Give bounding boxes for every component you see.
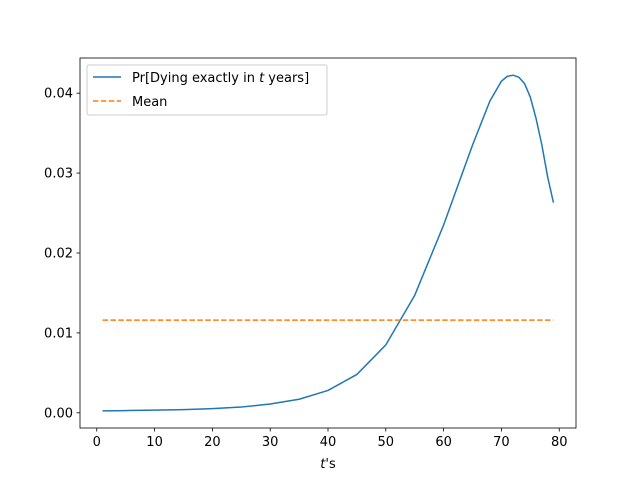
x-axis-label: t's — [320, 457, 336, 472]
y-axis: 0.00 0.01 0.02 0.03 0.04 — [44, 87, 80, 421]
legend-label-mean: Mean — [132, 95, 167, 110]
x-axis-label-suffix: 's — [325, 457, 336, 472]
x-tick-label: 50 — [378, 435, 395, 450]
x-tick-label: 40 — [320, 435, 337, 450]
legend: Pr[Dying exactly in t years] Mean — [86, 64, 328, 116]
y-tick-label: 0.01 — [44, 326, 73, 341]
x-axis: 0 10 20 30 40 50 60 70 80 — [93, 428, 568, 450]
x-tick-label: 10 — [146, 435, 163, 450]
y-tick-label: 0.02 — [44, 246, 73, 261]
legend-label-probability-prefix: Pr[Dying exactly in — [132, 71, 259, 86]
legend-label-probability-suffix: years] — [264, 71, 309, 86]
legend-label-probability-var: t — [259, 71, 265, 86]
y-tick-label: 0.00 — [44, 406, 73, 421]
y-tick-label: 0.04 — [44, 87, 73, 102]
legend-label-probability: Pr[Dying exactly in t years] — [132, 71, 309, 86]
plot-background — [80, 58, 576, 428]
x-tick-label: 60 — [435, 435, 452, 450]
series-layer — [102, 74, 555, 412]
x-tick-label: 70 — [493, 435, 510, 450]
x-tick-label: 0 — [93, 435, 101, 450]
x-axis-label-var: t — [320, 457, 326, 472]
x-tick-label: 30 — [262, 435, 279, 450]
x-tick-label: 20 — [204, 435, 221, 450]
legend-box — [86, 64, 328, 116]
y-tick-label: 0.03 — [44, 167, 73, 182]
x-tick-label: 80 — [551, 435, 568, 450]
series-line-probability — [102, 74, 555, 412]
